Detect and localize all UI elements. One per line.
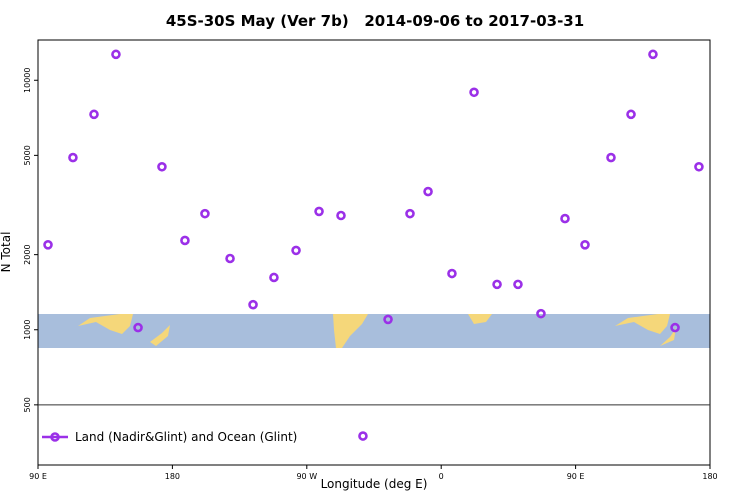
point [492,279,502,290]
point [358,431,368,441]
point [536,308,546,319]
legend-marker [50,432,60,442]
point [200,208,210,219]
x-tick-label: 90 E [567,472,585,481]
point [469,87,479,98]
x-tick-label: 180 [165,472,180,481]
point [694,161,704,172]
chart-title: 45S-30S May (Ver 7b) 2014-09-06 to 2017-… [166,12,584,30]
x-tick-label: 90 E [29,472,47,481]
point [626,109,636,120]
point [68,152,78,163]
y-axis-label: N Total [0,232,13,273]
point [314,206,324,217]
y-tick-label: 1000 [23,320,32,340]
point [225,253,235,264]
map-strip [38,314,710,348]
x-tick-label: 90 W [296,472,317,481]
point [180,235,190,246]
x-axis-label: Longitude (deg E) [321,477,428,491]
point [670,322,680,333]
point [513,279,523,290]
point [580,240,590,250]
x-tick-label: 0 [439,472,444,481]
point [248,299,258,310]
point [157,161,167,172]
point [648,49,658,60]
point [423,186,433,197]
point [447,268,457,279]
point [111,49,121,60]
point [291,245,301,256]
plot-frame [37,39,711,466]
legend-label: Land (Nadir&Glint) and Ocean (Glint) [75,430,297,444]
x-tick-label: 180 [702,472,717,481]
point [560,213,570,224]
point [606,152,616,163]
point [43,240,53,250]
point [269,272,279,283]
y-tick-label: 10000 [23,68,32,93]
y-tick-label: 500 [23,397,32,412]
point [133,322,143,333]
point [383,314,393,325]
y-tick-label: 5000 [23,145,32,165]
point [336,210,346,221]
point [405,208,415,219]
point [89,109,99,120]
y-tick-label: 2000 [23,244,32,264]
